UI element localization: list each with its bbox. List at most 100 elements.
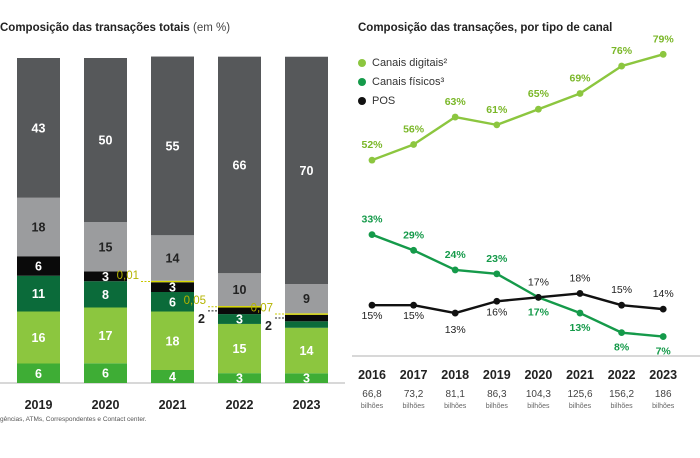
bar-value-label: 8 [102,288,109,302]
bar-value-label: 6 [35,367,42,381]
series-point-2 [659,333,667,340]
bar-segment-2022-2 [218,323,261,374]
bar-segment-2020-1 [84,363,127,383]
bar-value-label: 3 [303,372,310,386]
series-line-1 [371,53,664,162]
series-value-label: 63% [445,96,467,108]
series-point-1 [410,141,417,148]
series-value-label: 23% [486,253,508,265]
bar-value-label: 11 [32,287,45,301]
line-x-sublabel-unit: bilhões [652,403,675,410]
series-point-2 [493,270,501,278]
bar-segment-2020-7 [84,58,127,223]
line-x-sublabel: 186 [655,389,672,400]
footnote: gências, ATMs, Correspondentes e Contact… [0,416,147,423]
bar-segment-2021-6 [151,235,194,281]
small-value-label: 0,01 [117,270,139,282]
bar-segment-2019-6 [17,197,60,257]
bar-segment-2022-7 [218,56,261,274]
series-point-3 [576,290,584,297]
bar-segment-2019-2 [17,311,60,364]
line-x-sublabel-unit: bilhões [569,403,592,410]
bar-value-label: 50 [99,134,113,148]
legend-label-pos: POS [372,94,396,107]
series-point-1 [618,62,625,70]
bar-value-label: 3 [236,372,243,386]
bar-segment-2023-5 [285,313,328,315]
bar-segment-2019-1 [17,363,60,383]
bar-segment-2023-4 [285,314,328,322]
series-point-1 [535,105,542,113]
line-x-sublabel-unit: bilhões [403,403,426,410]
series-value-label: 14% [653,288,674,300]
bar-segment-2021-7 [151,56,194,236]
bar-value-label: 66 [233,158,247,172]
series-value-label: 56% [403,123,425,135]
series-value-label: 15% [361,310,382,322]
bar-category-label: 2020 [92,398,120,412]
series-point-2 [618,329,625,337]
line-x-sublabel-unit: bilhões [611,403,634,410]
series-point-1 [576,90,584,97]
bar-value-label: 9 [303,292,310,306]
bar-segment-2019-3 [17,275,60,312]
series-point-3 [493,297,501,305]
series-point-2 [451,266,459,274]
line-x-tick-label: 2023 [649,368,677,382]
bar-value-label: 6 [169,295,176,309]
line-x-tick-label: 2016 [358,368,386,382]
line-x-tick-label: 2017 [400,368,428,382]
bar-value-label: 55 [166,139,180,153]
left-chart-title: Composição das transações totais (em %) [0,22,230,34]
line-x-sublabel: 104,3 [526,389,551,400]
bar-segment-2022-6 [218,273,261,307]
bar-segment-2022-4 [218,307,261,315]
series-point-3 [410,301,417,309]
series-value-label: 29% [403,229,425,241]
bar-segment-2020-4 [84,271,127,282]
bar-value-label: 18 [166,334,180,348]
series-point-1 [368,156,376,164]
line-chart-legend: Canais digitais² Canais físicos³ POS [358,53,447,110]
series-point-3 [535,293,542,301]
series-point-3 [618,301,625,309]
bar-value-label: 15 [99,240,113,254]
line-x-tick-label: 2018 [441,368,469,382]
small-value-label: 0,05 [184,295,206,307]
bar-segment-2021-2 [151,311,194,371]
bar-value-label: 10 [233,283,247,297]
bar-category-label: 2023 [293,398,321,412]
bar-segment-2023-1 [285,373,328,383]
bar-segment-2020-2 [84,307,127,364]
bar-value-label: 6 [102,367,109,381]
legend-item-digitais: Canais digitais² [358,53,447,72]
legend-dot-fisicos [358,77,366,86]
line-x-sublabel-unit: bilhões [361,403,384,410]
series-value-label: 17% [528,276,549,288]
bar-category-label: 2022 [226,398,254,412]
series-point-2 [368,231,376,239]
bar-segment-2020-3 [84,281,127,308]
bar-value-label: 17 [99,329,113,343]
series-point-1 [493,121,501,129]
legend-label-fisicos: Canais físicos³ [372,75,445,88]
bar-segment-2021-4 [151,282,194,293]
line-x-sublabel: 156,2 [609,389,634,400]
bar-value-label: 14 [300,344,314,358]
bar-value-label: 18 [32,221,46,235]
series-value-label: 18% [569,272,590,284]
line-x-sublabel-unit: bilhões [527,403,550,410]
series-point-2 [410,246,417,254]
series-value-label: 52% [361,139,383,151]
line-x-sublabel: 73,2 [404,389,424,400]
series-point-2 [576,309,584,317]
series-value-label: 79% [653,33,675,45]
bar-segment-2019-7 [17,58,60,198]
bar-segment-2020-6 [84,222,127,272]
line-x-sublabel-unit: bilhões [486,403,509,410]
line-x-sublabel: 81,1 [445,389,465,400]
bar-segment-2021-5 [151,280,194,283]
left-chart-title-text: Composição das transações totais [0,22,190,34]
series-value-label: 24% [445,249,467,261]
